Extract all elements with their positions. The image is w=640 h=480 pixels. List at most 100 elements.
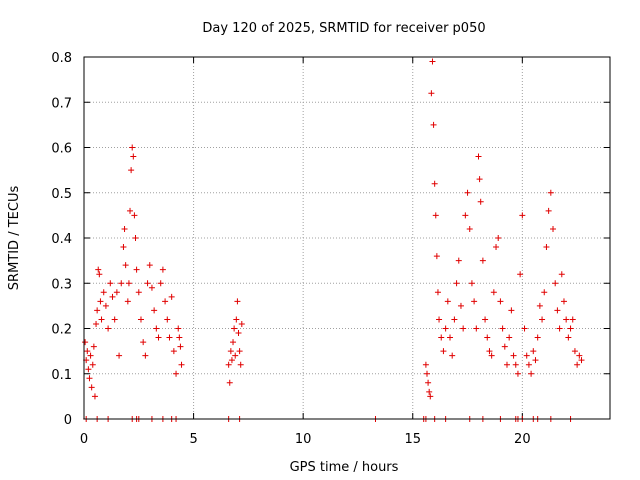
y-tick-label: 0.1 <box>51 368 72 383</box>
data-point <box>525 361 532 368</box>
data-point <box>468 280 475 287</box>
data-point <box>97 298 104 305</box>
data-point <box>521 325 528 332</box>
data-point <box>153 325 160 332</box>
data-point <box>96 271 103 278</box>
data-point <box>556 325 563 332</box>
data-point <box>148 284 155 291</box>
data-point <box>120 244 127 251</box>
data-point <box>473 325 480 332</box>
data-point <box>536 302 543 309</box>
data-point <box>495 235 502 241</box>
data-point <box>506 334 513 341</box>
data-point <box>116 352 123 359</box>
data-point <box>98 316 105 323</box>
data-point <box>227 348 234 355</box>
data-point <box>129 144 136 151</box>
data-point <box>455 257 462 264</box>
data-point <box>178 361 185 368</box>
data-point <box>230 339 237 346</box>
data-point <box>426 388 433 395</box>
data-point <box>232 352 239 359</box>
data-point <box>550 225 557 232</box>
data-point <box>142 352 149 359</box>
data-point <box>438 334 445 341</box>
x-tick-label: 10 <box>295 432 312 447</box>
data-point <box>444 298 451 305</box>
chart-title: Day 120 of 2025, SRMTID for receiver p05… <box>202 21 485 36</box>
data-point <box>233 316 240 323</box>
data-point <box>460 325 467 332</box>
y-tick-label: 0 <box>64 413 72 428</box>
plot-frame <box>83 56 611 420</box>
data-point <box>571 348 578 355</box>
data-point <box>519 212 526 219</box>
data-point <box>170 348 177 355</box>
data-point <box>512 361 519 368</box>
data-point <box>157 280 164 287</box>
data-point <box>508 307 515 314</box>
data-point <box>532 357 539 364</box>
data-point <box>94 307 101 314</box>
data-point <box>547 189 554 196</box>
data-point <box>503 361 510 368</box>
data-point <box>440 348 447 355</box>
data-point <box>84 348 91 355</box>
data-point <box>497 298 504 305</box>
data-point <box>159 266 166 273</box>
data-point <box>140 339 147 346</box>
y-tick-label: 0.5 <box>51 187 72 202</box>
data-point <box>128 167 135 174</box>
data-point <box>166 334 173 341</box>
data-point <box>85 366 92 373</box>
data-point <box>111 316 118 323</box>
data-point <box>130 153 137 160</box>
data-point <box>87 352 94 359</box>
data-point <box>563 316 570 323</box>
data-point <box>86 375 93 382</box>
x-tick-label: 20 <box>514 432 531 447</box>
data-point <box>493 244 500 251</box>
data-point <box>237 361 244 368</box>
data-point <box>475 153 482 160</box>
data-point <box>107 280 114 287</box>
x-axis-ticks: 0 5 10 15 20 <box>80 57 531 447</box>
data-point <box>155 334 162 341</box>
data-point <box>135 289 142 296</box>
data-point <box>442 325 449 332</box>
data-point <box>236 348 243 355</box>
data-point <box>109 293 116 300</box>
data-point <box>162 298 169 305</box>
data-point <box>427 393 434 400</box>
x-tick-label: 0 <box>80 432 88 447</box>
data-point <box>484 334 491 341</box>
data-point <box>447 334 454 341</box>
data-point <box>175 325 182 332</box>
data-point <box>173 370 180 377</box>
data-point <box>464 189 471 196</box>
data-point <box>477 198 484 205</box>
y-tick-label: 0.8 <box>51 51 72 66</box>
data-point <box>428 90 435 97</box>
data-point <box>226 379 233 386</box>
data-point <box>144 280 151 287</box>
data-point <box>151 307 158 314</box>
data-point <box>100 289 107 296</box>
y-tick-label: 0.7 <box>51 96 72 111</box>
data-point <box>543 244 550 251</box>
y-tick-label: 0.3 <box>51 277 72 292</box>
data-point <box>501 343 508 350</box>
data-point <box>574 361 581 368</box>
data-point <box>436 316 443 323</box>
data-point <box>541 289 548 296</box>
data-point <box>476 176 483 183</box>
data-point <box>462 212 469 219</box>
data-point <box>82 339 89 346</box>
data-point <box>102 302 109 309</box>
data-point <box>517 271 524 278</box>
data-point <box>168 293 175 300</box>
data-point <box>122 262 129 269</box>
data-point <box>105 325 112 332</box>
data-point <box>545 207 552 214</box>
grid-lines <box>84 57 610 419</box>
